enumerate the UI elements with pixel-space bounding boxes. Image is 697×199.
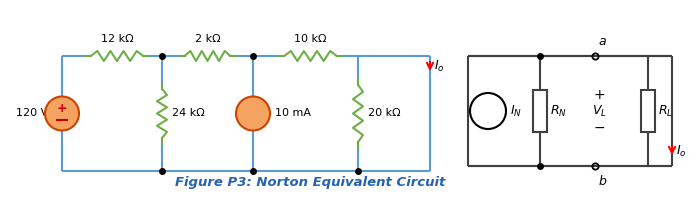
Text: $V_L$: $V_L$ bbox=[592, 103, 606, 119]
Circle shape bbox=[470, 93, 506, 129]
Circle shape bbox=[236, 97, 270, 131]
Text: Figure P3: Norton Equivalent Circuit: Figure P3: Norton Equivalent Circuit bbox=[175, 176, 445, 189]
Text: +: + bbox=[593, 88, 605, 102]
Text: 2 kΩ: 2 kΩ bbox=[194, 34, 220, 44]
Text: $R_L$: $R_L$ bbox=[658, 103, 673, 119]
Text: $I_o$: $I_o$ bbox=[676, 143, 687, 159]
Text: 12 kΩ: 12 kΩ bbox=[100, 34, 133, 44]
Text: +: + bbox=[56, 102, 68, 115]
Text: 10 mA: 10 mA bbox=[275, 108, 311, 118]
Circle shape bbox=[45, 97, 79, 131]
Text: 120 V: 120 V bbox=[16, 108, 48, 118]
Text: 20 kΩ: 20 kΩ bbox=[368, 108, 401, 118]
Text: $I_o$: $I_o$ bbox=[434, 59, 445, 74]
Text: 10 kΩ: 10 kΩ bbox=[294, 34, 327, 44]
Text: $-$: $-$ bbox=[593, 120, 605, 134]
Text: $b$: $b$ bbox=[598, 174, 607, 188]
Text: $R_N$: $R_N$ bbox=[550, 103, 567, 119]
Text: 24 kΩ: 24 kΩ bbox=[172, 108, 205, 118]
Text: $a$: $a$ bbox=[598, 35, 607, 48]
Bar bbox=[641, 90, 655, 132]
Text: $I_N$: $I_N$ bbox=[510, 103, 522, 119]
Bar bbox=[533, 90, 547, 132]
